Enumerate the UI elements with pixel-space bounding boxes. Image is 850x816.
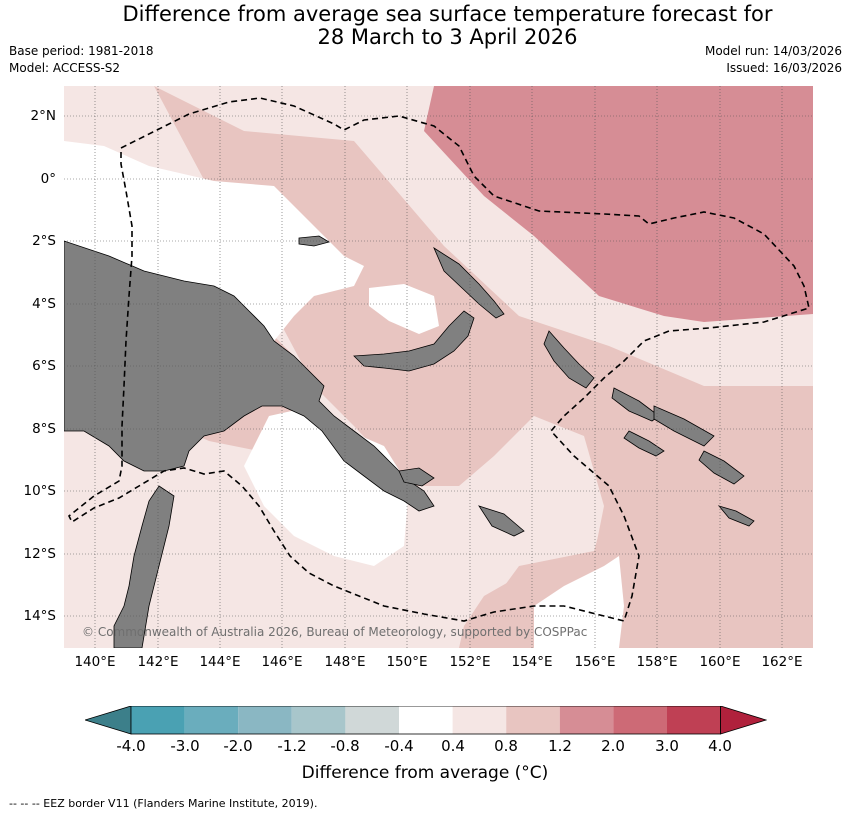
lon-label-146e: 146°E [261, 654, 303, 670]
lon-label-158e: 158°E [636, 654, 678, 670]
white-region-patch [369, 284, 439, 334]
white-region-southeast [534, 556, 624, 648]
colorbar-bin [667, 706, 721, 734]
colorbar-tick-label: -0.4 [384, 737, 414, 755]
lon-label-160e: 160°E [699, 654, 741, 670]
model-name: Model: ACCESS-S2 [9, 61, 121, 75]
colorbar-tick-label: -0.8 [330, 737, 360, 755]
lat-label-2s: 2°S [32, 233, 56, 249]
meta-left: Base period: 1981-2018 Model: ACCESS-S2 [9, 43, 154, 77]
colorbar-bin [184, 706, 239, 734]
colorbar-bin [452, 706, 507, 734]
chart-title: Difference from average sea surface temp… [0, 3, 850, 49]
lon-label-162e: 162°E [761, 654, 803, 670]
solomon-island-3 [698, 450, 745, 485]
colorbar-tick-label: -2.0 [223, 737, 253, 755]
lat-label-10s: 10°S [23, 483, 57, 499]
colorbar-svg [83, 705, 768, 735]
issued-date: Issued: 16/03/2026 [726, 61, 842, 75]
lon-label-140e: 140°E [74, 654, 116, 670]
d-entrecasteaux-islands [398, 467, 435, 487]
louisiade-island [478, 505, 525, 537]
model-run: Model run: 14/03/2026 [704, 44, 842, 58]
san-cristobal-island [717, 505, 755, 527]
title-line-2: 28 March to 3 April 2026 [317, 25, 578, 49]
colorbar-under-triangle [83, 705, 132, 735]
sst-map-canvas [64, 86, 813, 648]
lat-label-14s: 14°S [23, 608, 57, 624]
sst-map[interactable] [64, 86, 813, 648]
colorbar [83, 705, 768, 736]
bin-1-2-2-0-region [424, 86, 813, 322]
eez-legend-note: -- -- -- EEZ border V11 (Flanders Marine… [9, 797, 318, 810]
colorbar-tick-label: 4.0 [708, 737, 732, 755]
base-period: Base period: 1981-2018 [9, 44, 154, 58]
solomon-island-2 [653, 405, 715, 447]
grid-lines [64, 86, 813, 648]
new-britain-land [353, 310, 475, 372]
lon-label-152e: 152°E [449, 654, 491, 670]
meta-right: Model run: 14/03/2026 Issued: 16/03/2026 [705, 43, 842, 77]
lon-label-144e: 144°E [199, 654, 241, 670]
lat-label-8s: 8°S [32, 421, 56, 437]
colorbar-tick-label: 0.8 [494, 737, 518, 755]
lon-label-150e: 150°E [386, 654, 428, 670]
colorbar-tick-label: 0.4 [441, 737, 465, 755]
lat-label-0: 0° [40, 171, 56, 187]
lat-label-2n: 2°N [30, 108, 56, 124]
colorbar-label: Difference from average (°C) [301, 763, 549, 783]
colorbar-bin [131, 706, 185, 734]
bougainville-land [543, 330, 595, 389]
lat-label-4s: 4°S [32, 296, 56, 312]
title-line-1: Difference from average sea surface temp… [122, 2, 773, 26]
cape-york-land [113, 485, 175, 648]
colorbar-bin [613, 706, 667, 734]
colorbar-bin [291, 706, 346, 734]
colorbar-bin [238, 706, 292, 734]
colorbar-bin [506, 706, 560, 734]
lon-label-142e: 142°E [137, 654, 179, 670]
colorbar-outline [130, 705, 721, 735]
solomon-island-4 [623, 430, 665, 457]
eez-border [67, 97, 810, 622]
solomon-island-1 [611, 387, 660, 422]
colorbar-tick-label: -1.2 [277, 737, 307, 755]
colorbar-tick-label: -3.0 [170, 737, 200, 755]
lat-label-6s: 6°S [32, 358, 56, 374]
new-ireland-land [433, 246, 505, 319]
colorbar-bin [559, 706, 614, 734]
new-guinea-land [64, 240, 435, 512]
lon-label-148e: 148°E [324, 654, 366, 670]
colorbar-tick-label: -4.0 [116, 737, 146, 755]
lon-label-156e: 156°E [574, 654, 616, 670]
colorbar-bin [399, 706, 453, 734]
colorbar-tick-label: 2.0 [601, 737, 625, 755]
lon-label-154e: 154°E [511, 654, 553, 670]
colorbar-tick-label: 1.2 [548, 737, 572, 755]
colorbar-tick-label: 3.0 [655, 737, 679, 755]
copyright-notice: © Commonwealth of Australia 2026, Bureau… [82, 625, 588, 639]
land-masses [64, 235, 755, 648]
colorbar-bin [345, 706, 399, 734]
lat-label-12s: 12°S [23, 546, 57, 562]
colorbar-over-triangle [720, 705, 768, 735]
